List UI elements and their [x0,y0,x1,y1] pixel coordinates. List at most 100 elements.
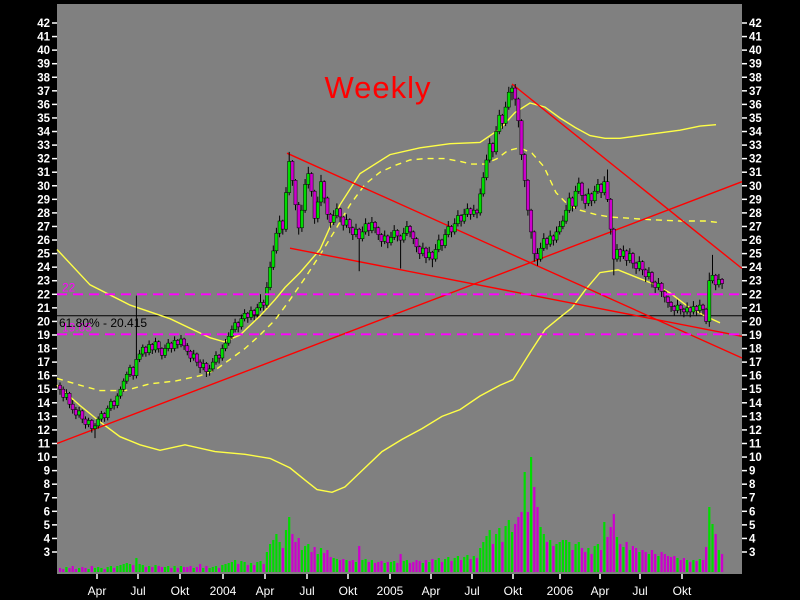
svg-text:26: 26 [37,235,50,247]
svg-text:Apr: Apr [591,584,610,598]
svg-text:4: 4 [44,533,51,545]
svg-text:39: 39 [749,59,762,71]
svg-text:15: 15 [37,384,50,396]
svg-text:6: 6 [44,506,50,518]
band-upper [56,102,717,343]
svg-text:33: 33 [37,140,50,152]
svg-text:11: 11 [38,439,51,451]
svg-text:2004: 2004 [210,584,237,598]
svg-text:20: 20 [37,316,50,328]
svg-text:33: 33 [749,140,762,152]
trendline [56,181,743,445]
svg-text:30: 30 [749,181,762,193]
svg-text:29: 29 [37,194,50,206]
svg-text:3: 3 [749,547,755,559]
svg-text:41: 41 [749,32,762,44]
svg-text:19: 19 [37,330,50,342]
svg-text:32: 32 [37,154,50,166]
svg-text:2006: 2006 [547,584,574,598]
svg-text:16: 16 [749,371,762,383]
svg-text:5: 5 [749,520,756,532]
svg-text:17: 17 [749,357,762,369]
svg-text:40: 40 [37,45,50,57]
svg-text:19: 19 [749,330,762,342]
svg-text:Okt: Okt [339,584,358,598]
svg-text:20: 20 [749,316,762,328]
svg-text:Apr: Apr [88,584,107,598]
svg-text:5: 5 [44,520,51,532]
svg-text:6: 6 [749,506,755,518]
svg-text:Jul: Jul [464,584,479,598]
svg-text:36: 36 [37,99,50,111]
svg-text:40: 40 [749,45,762,57]
svg-text:16: 16 [37,371,50,383]
timeframe-label: Weekly [324,70,432,105]
plot-area [57,4,742,574]
svg-text:37: 37 [749,86,762,98]
svg-text:36: 36 [749,99,762,111]
svg-text:22: 22 [749,289,762,301]
svg-text:Jul: Jul [299,584,314,598]
svg-text:18: 18 [37,344,50,356]
svg-text:8: 8 [44,479,51,491]
trendline [289,247,743,337]
svg-text:37: 37 [37,86,50,98]
svg-text:23: 23 [37,276,50,288]
svg-text:Apr: Apr [422,584,441,598]
svg-text:Okt: Okt [504,584,523,598]
svg-text:25: 25 [37,249,50,261]
svg-text:9: 9 [749,466,755,478]
svg-text:14: 14 [37,398,50,410]
svg-text:41: 41 [37,32,50,44]
retracement-label: 61.80% - 20.415 [59,316,147,330]
svg-text:12: 12 [749,425,762,437]
svg-text:18: 18 [749,344,762,356]
svg-text:Apr: Apr [256,584,275,598]
svg-text:Okt: Okt [171,584,190,598]
svg-text:25: 25 [749,249,762,261]
svg-text:21: 21 [37,303,50,315]
svg-text:34: 34 [749,127,762,139]
trendline [511,83,743,270]
svg-text:2005: 2005 [377,584,404,598]
svg-text:39: 39 [37,59,50,71]
svg-text:22: 22 [37,289,50,301]
band-lower [56,269,721,494]
svg-text:17: 17 [37,357,50,369]
svg-text:Okt: Okt [673,584,692,598]
svg-text:38: 38 [37,72,50,84]
svg-text:27: 27 [749,222,762,234]
svg-text:24: 24 [749,262,762,274]
svg-text:13: 13 [37,411,50,423]
svg-text:12: 12 [37,425,50,437]
svg-text:27: 27 [37,222,50,234]
trendlines-layer [56,83,743,445]
svg-text:26: 26 [749,235,762,247]
svg-text:30: 30 [37,181,50,193]
svg-text:21: 21 [749,303,762,315]
svg-text:7: 7 [749,493,755,505]
svg-text:Jul: Jul [632,584,647,598]
svg-text:28: 28 [37,208,50,220]
volume-layer [58,457,724,572]
svg-text:32: 32 [749,154,762,166]
svg-text:8: 8 [749,479,756,491]
svg-text:7: 7 [44,493,50,505]
level-label: 22 [62,280,76,294]
svg-text:34: 34 [37,127,50,139]
svg-text:42: 42 [749,18,762,30]
svg-text:11: 11 [749,439,762,451]
svg-text:Jul: Jul [130,584,145,598]
svg-text:31: 31 [37,167,50,179]
svg-text:10: 10 [749,452,762,464]
trendline [286,152,743,359]
svg-text:35: 35 [37,113,50,125]
svg-text:31: 31 [749,167,762,179]
level-label: 19.05 [62,320,92,334]
svg-text:13: 13 [749,411,762,423]
svg-text:42: 42 [37,18,50,30]
